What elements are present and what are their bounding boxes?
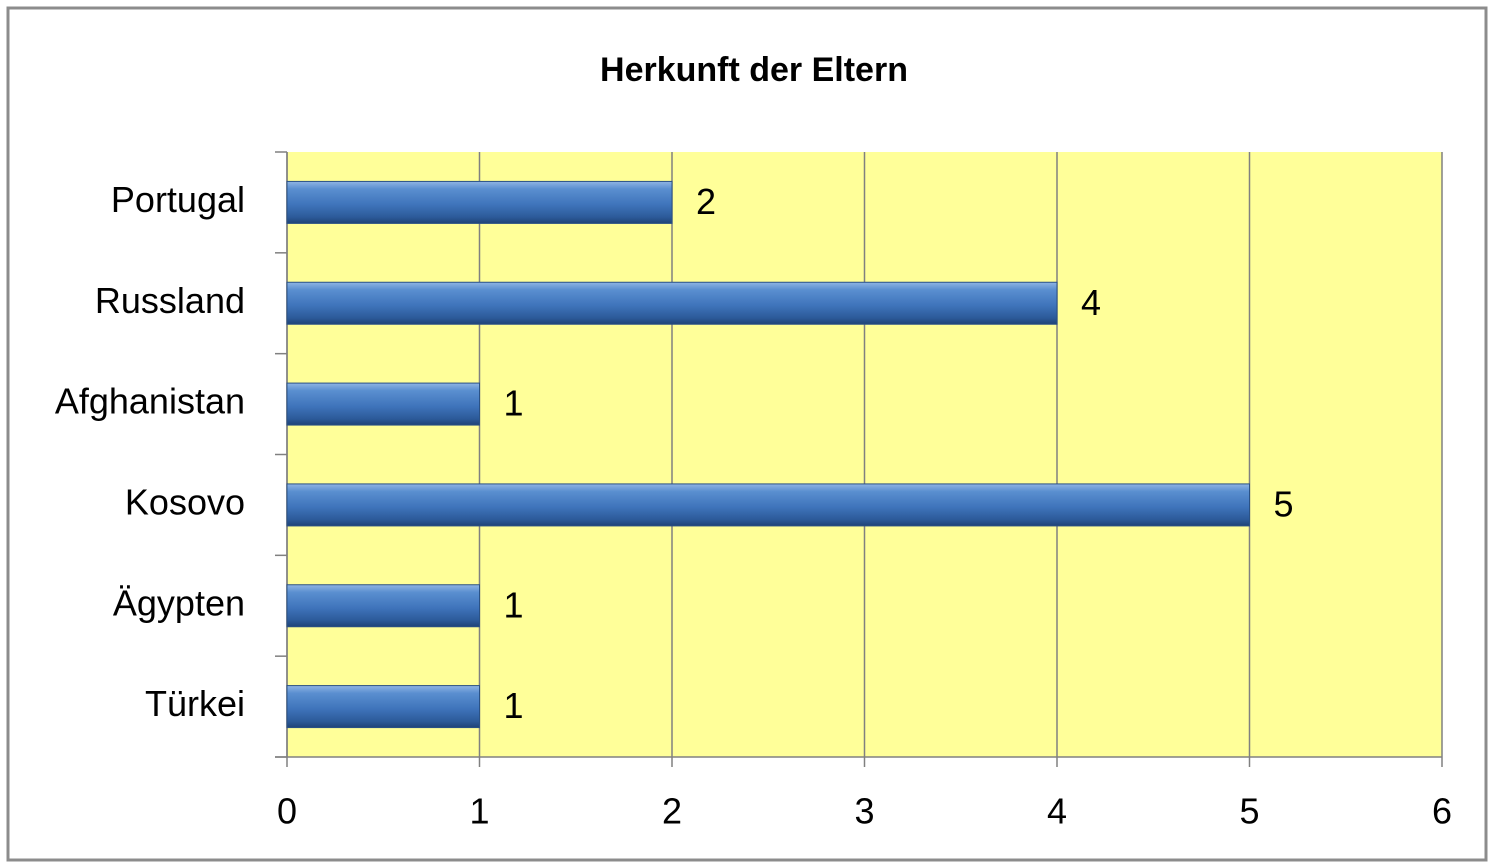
bar [286, 382, 480, 426]
data-label: 5 [1274, 483, 1294, 524]
chart-title: Herkunft der Eltern [600, 51, 908, 89]
x-tick-label: 5 [1239, 791, 1259, 832]
bar [286, 584, 480, 628]
x-tick-label: 4 [1047, 791, 1067, 832]
data-label: 4 [1081, 282, 1101, 323]
y-tick-label: Türkei [145, 683, 245, 724]
y-tick-label: Portugal [111, 179, 245, 220]
bar [286, 685, 480, 729]
x-tick-label: 2 [662, 791, 682, 832]
x-tick-label: 1 [469, 791, 489, 832]
x-tick-label: 0 [277, 791, 297, 832]
bar [286, 281, 1058, 325]
data-label: 2 [696, 181, 716, 222]
y-tick-label: Russland [95, 280, 245, 321]
bar [286, 180, 673, 224]
y-tick-label: Afghanistan [55, 381, 245, 422]
y-tick-label: Kosovo [125, 481, 245, 522]
data-label: 1 [504, 584, 524, 625]
data-label: 1 [504, 383, 524, 424]
x-tick-label: 6 [1432, 791, 1452, 832]
y-tick-label: Ägypten [113, 582, 245, 623]
x-tick-label: 3 [854, 791, 874, 832]
data-label: 1 [504, 685, 524, 726]
bar [286, 483, 1250, 527]
